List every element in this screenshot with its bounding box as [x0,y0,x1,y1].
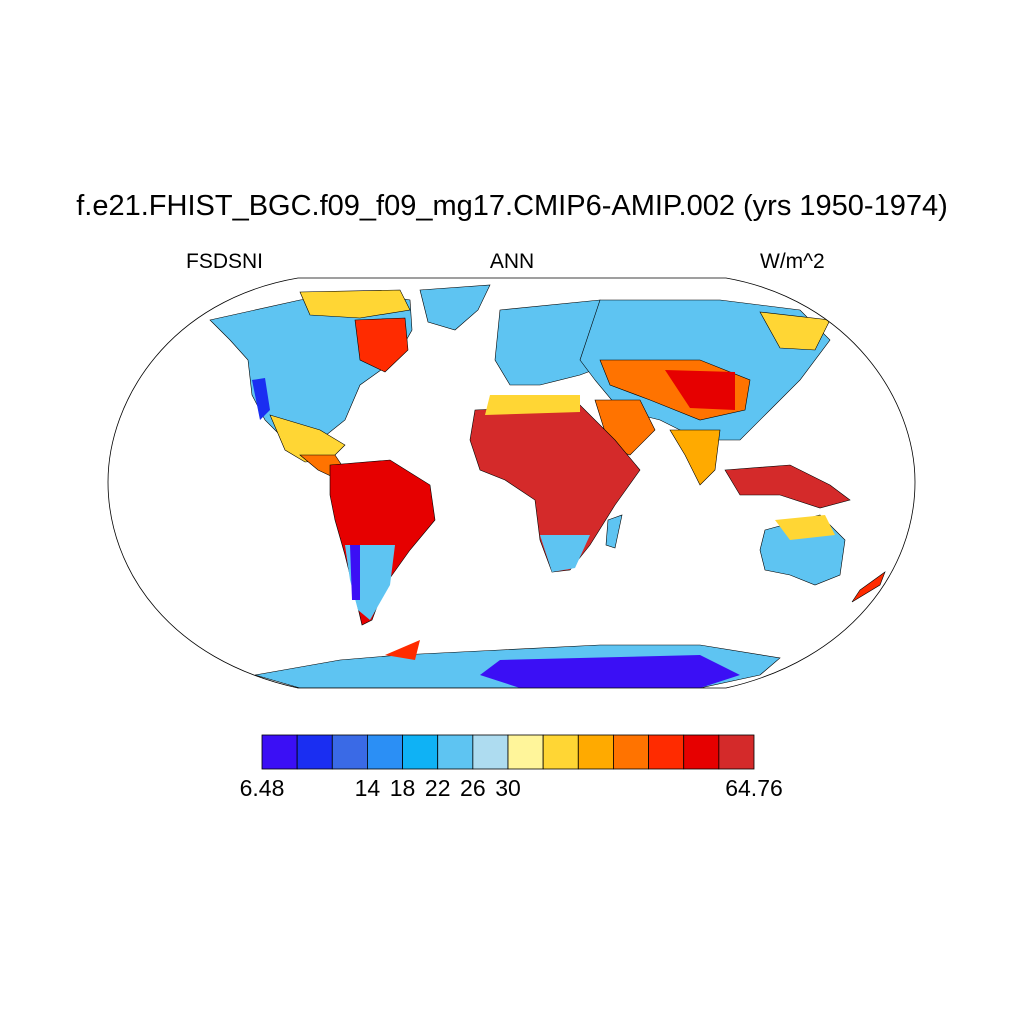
colorbar-tick-label: 22 [424,775,451,801]
colorbar-tick-label: 64.76 [725,775,783,801]
colorbar-swatch [577,734,614,770]
antarctic-peninsula-land [385,640,420,660]
colorbar-swatch [472,734,509,770]
antarctica-interior-land [480,655,740,688]
colorbar-swatch [437,734,474,770]
us-west-coast-land [252,378,270,420]
colorbar-swatch [613,734,649,770]
colorbar-swatch [507,734,544,770]
australia-north-land [775,515,835,540]
colorbar [261,734,755,770]
south-africa-land [540,535,590,572]
north-africa-coast-land [485,395,580,415]
chile-coast-land [350,545,360,600]
northeast-asia-land [759,311,831,351]
season-label: ANN [489,250,535,273]
new-zealand-land [851,571,886,603]
colorbar-swatch [683,734,720,770]
variable-label: FSDSNI [186,250,264,273]
units-label: W/m^2 [760,250,825,273]
colorbar-swatch [648,734,685,770]
colorbar-swatch [542,734,579,770]
colorbar-tick-label: 30 [495,775,521,801]
arctic-islands-land [299,289,411,319]
colorbar-swatch [261,734,298,770]
colorbar-swatch [296,734,333,770]
map-land-layer [209,284,886,688]
madagascar-land [605,514,623,549]
south-america-land [329,459,436,626]
colorbar-swatch [367,734,403,770]
colorbar-tick-label: 18 [389,775,416,801]
indonesia-land [724,464,851,509]
colorbar-swatch [718,734,755,770]
plot-title: f.e21.FHIST_BGC.f09_f09_mg17.CMIP6-AMIP.… [76,190,948,222]
africa-land [469,404,641,573]
colorbar-swatch [402,734,439,770]
tibet-land [665,370,735,410]
colorbar-swatch [331,734,368,770]
canada-east-land [354,317,409,373]
india-land [669,429,721,486]
colorbar-tick-label: 6.48 [239,775,285,801]
colorbar-tick-label: 26 [460,775,486,801]
map-globe-outline [107,277,916,689]
colorbar-tick-label: 14 [354,775,381,801]
greenland-land [419,284,491,331]
